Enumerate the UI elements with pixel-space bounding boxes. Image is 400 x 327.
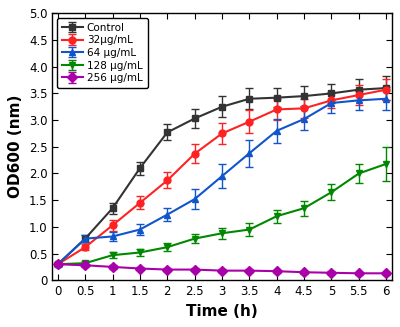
Y-axis label: OD600 (nm): OD600 (nm) [8, 95, 23, 198]
X-axis label: Time (h): Time (h) [186, 304, 258, 319]
Legend: Control, 32μg/mL, 64 μg/mL, 128 μg/mL, 256 μg/mL: Control, 32μg/mL, 64 μg/mL, 128 μg/mL, 2… [56, 18, 148, 88]
